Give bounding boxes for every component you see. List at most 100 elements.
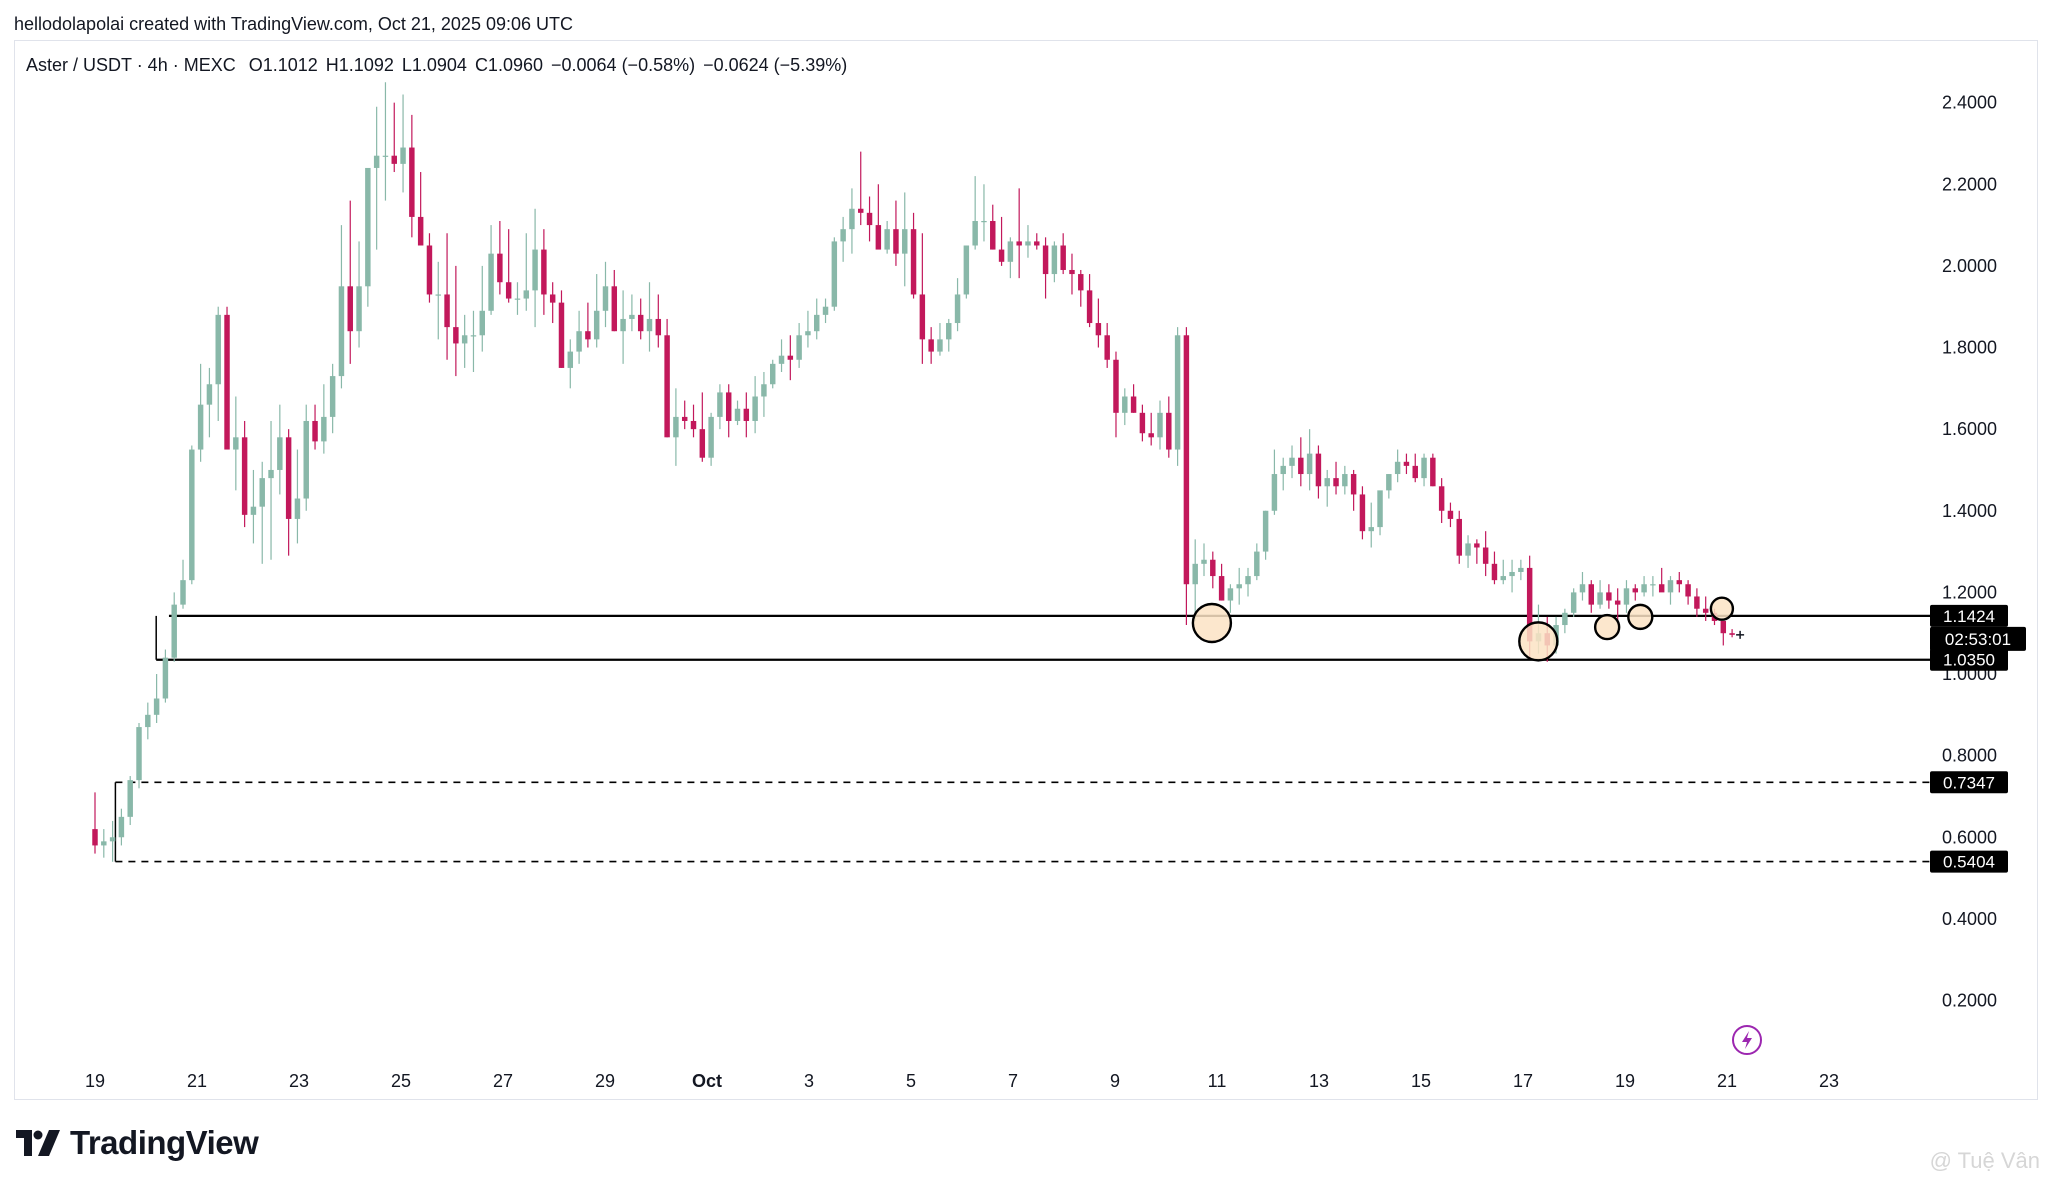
- candle-body: [778, 355, 785, 364]
- candle-140: [1324, 469, 1330, 507]
- candle-body: [1201, 559, 1207, 564]
- candle-181: [1685, 580, 1691, 605]
- candle-body: [1456, 518, 1462, 556]
- candle-body: [1465, 543, 1471, 556]
- candle-body: [1315, 453, 1322, 487]
- candle-body: [1729, 633, 1735, 635]
- candle-157: [1474, 539, 1480, 564]
- candle-body: [1350, 474, 1357, 495]
- candle-body: [356, 286, 362, 332]
- tradingview-logo[interactable]: TradingView: [16, 1124, 259, 1162]
- candle-108: [1042, 237, 1049, 299]
- candle-119: [1139, 404, 1146, 442]
- candle-61: [629, 294, 635, 332]
- candle-19: [259, 461, 265, 564]
- markers-layer: [1191, 596, 1735, 662]
- candle-149: [1403, 453, 1410, 475]
- candle-body: [1306, 453, 1313, 475]
- candle-112: [1078, 269, 1084, 307]
- candle-22: [285, 429, 292, 556]
- price-tag-1.0350: 1.0350: [1930, 648, 2008, 671]
- candle-105: [1016, 188, 1022, 279]
- candle-155: [1456, 510, 1462, 564]
- candle-body: [523, 290, 530, 299]
- candle-6: [145, 702, 151, 740]
- candle-93: [910, 212, 917, 299]
- candle-body: [189, 449, 195, 581]
- candle-33: [382, 82, 389, 201]
- candle-23: [294, 449, 301, 544]
- candle-89: [875, 184, 882, 250]
- candle-body: [928, 339, 934, 352]
- candle-body: [585, 331, 591, 340]
- candle-body: [655, 318, 662, 336]
- candle-body: [963, 245, 970, 295]
- price-tag-text: 1.0350: [1943, 651, 1995, 670]
- candle-67: [681, 400, 688, 430]
- candle-body: [453, 327, 459, 344]
- candle-body: [312, 420, 318, 442]
- symbol-label[interactable]: Aster / USDT · 4h · MEXC: [26, 55, 236, 75]
- candle-body: [946, 323, 952, 340]
- chart-frame: [14, 40, 2038, 1100]
- candle-body: [1597, 592, 1603, 605]
- candle-148: [1394, 449, 1401, 483]
- x-tick-label: 21: [1717, 1071, 1737, 1091]
- countdown-bg: [1930, 626, 2026, 651]
- candle-body: [1720, 620, 1727, 634]
- candle-body: [814, 314, 820, 332]
- candle-body: [1403, 461, 1410, 466]
- candle-175: [1632, 584, 1639, 601]
- candle-43: [470, 310, 477, 373]
- candle-128: [1218, 563, 1225, 601]
- candle-137: [1298, 437, 1304, 487]
- candle-body: [1562, 612, 1568, 626]
- candle-182: [1694, 588, 1700, 617]
- candle-body: [1386, 474, 1392, 491]
- candle-2: [109, 820, 116, 862]
- candle-144: [1359, 486, 1366, 540]
- candle-8: [162, 649, 169, 703]
- candle-172: [1606, 584, 1612, 609]
- x-tick-label: 3: [804, 1071, 814, 1091]
- x-tick-label: 23: [1819, 1071, 1839, 1091]
- candle-body: [1236, 584, 1242, 589]
- candle-body: [1570, 592, 1577, 613]
- candle-body: [1491, 563, 1498, 581]
- candle-body: [321, 416, 327, 442]
- candle-body: [285, 437, 292, 519]
- candle-66: [673, 388, 679, 466]
- candle-133: [1262, 510, 1269, 560]
- candle-107: [1034, 233, 1040, 250]
- candle-25: [312, 404, 318, 450]
- candle-77: [769, 359, 776, 389]
- lightning-icon[interactable]: [1732, 1025, 1762, 1055]
- candle-body: [831, 241, 838, 307]
- candle-84: [831, 237, 838, 311]
- candle-body: [233, 437, 239, 450]
- candle-body: [1122, 396, 1128, 413]
- candle-body: [1192, 563, 1198, 585]
- price-tag-text: 0.7347: [1943, 773, 1995, 792]
- candle-160: [1500, 559, 1506, 585]
- candle-body: [1227, 588, 1234, 601]
- highlight-circle-3: [1627, 603, 1654, 631]
- candle-body: [1394, 461, 1401, 475]
- candle-115: [1104, 323, 1110, 368]
- candle-body: [1526, 567, 1533, 642]
- candle-50: [532, 208, 538, 328]
- candle-body: [875, 225, 882, 250]
- candle-136: [1289, 445, 1295, 479]
- candle-body: [1606, 592, 1612, 601]
- candle-52: [549, 282, 556, 324]
- candle-body: [268, 469, 274, 479]
- candle-body: [1042, 245, 1049, 275]
- candle-186: [1729, 629, 1735, 638]
- candle-body: [1430, 457, 1436, 487]
- candle-body: [725, 392, 732, 421]
- candle-body: [840, 229, 846, 242]
- candle-162: [1518, 559, 1524, 581]
- candle-body: [1245, 576, 1251, 585]
- candle-16: [233, 396, 239, 491]
